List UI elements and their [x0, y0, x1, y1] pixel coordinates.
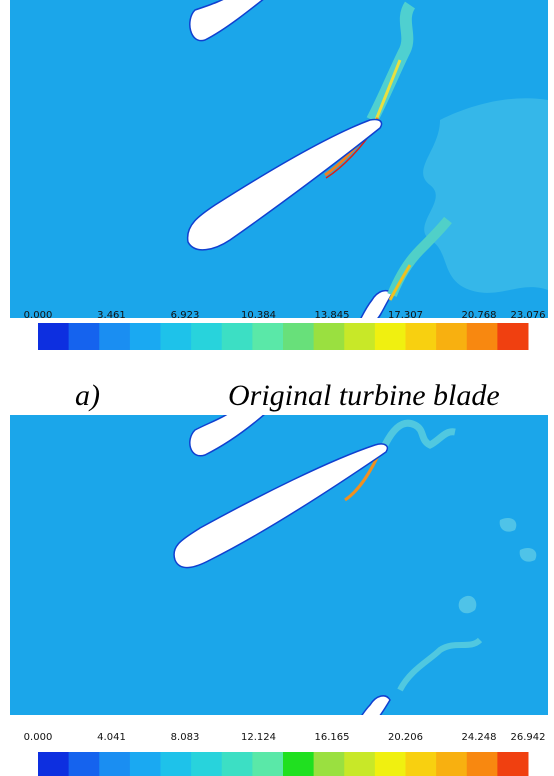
- colorbar-tick-label: 23.076: [511, 310, 546, 321]
- colorbar-swatch: [436, 752, 467, 776]
- colorbar-swatch: [191, 752, 222, 776]
- colorbar-tick-label: 16.165: [314, 732, 349, 743]
- colorbar-tick-label: 0.000: [24, 310, 53, 321]
- colorbar-swatch: [69, 752, 100, 776]
- colorbar-tick-label: 4.041: [97, 732, 126, 743]
- colorbar-swatch: [467, 323, 498, 350]
- colorbar-tick-label: 0.000: [24, 732, 53, 743]
- colorbar-tick-label: 24.248: [462, 732, 497, 743]
- page: a) Original turbine blade 0.000 3.461 6.92…: [0, 0, 554, 776]
- colorbar-swatch: [436, 323, 467, 350]
- colorbar-swatch: [283, 752, 314, 776]
- colorbar-tick-label: 10.384: [241, 310, 276, 321]
- colorbar-swatch: [161, 752, 192, 776]
- colorbar-swatch: [222, 752, 253, 776]
- colorbar-swatch: [497, 323, 528, 350]
- flow-field-a: [10, 0, 548, 320]
- colorbar-swatch: [252, 323, 283, 350]
- colorbar-swatch: [314, 752, 345, 776]
- colorbar-swatch: [344, 752, 375, 776]
- colorbar-tick-label: 20.768: [461, 310, 496, 321]
- panel-caption: Original turbine blade: [228, 379, 500, 412]
- colorbar-swatch: [252, 752, 283, 776]
- colorbar-tick-label: 8.083: [171, 732, 200, 743]
- panel-label: a): [75, 379, 100, 412]
- colorbar-tick-label: 13.845: [314, 310, 349, 321]
- colorbar-swatch: [130, 752, 161, 776]
- colorbar-swatch: [99, 323, 130, 350]
- colorbar-swatch: [406, 752, 437, 776]
- colorbar-swatch: [344, 323, 375, 350]
- colorbar-tick-label: 20.206: [388, 732, 423, 743]
- colorbar-swatch: [467, 752, 498, 776]
- colorbar-swatch: [222, 323, 253, 350]
- colorbar-swatch: [69, 323, 100, 350]
- colorbar-tick-label: 6.923: [171, 310, 200, 321]
- colorbar-swatch: [497, 752, 528, 776]
- colorbar-swatch: [314, 323, 345, 350]
- colorbar-swatch: [283, 323, 314, 350]
- colorbar-tick-label: 12.124: [241, 732, 276, 743]
- colorbar-swatch: [99, 752, 130, 776]
- colorbar-swatch: [406, 323, 437, 350]
- colorbar-tick-label: 26.942: [511, 732, 546, 743]
- colorbar-swatch: [130, 323, 161, 350]
- colorbar-swatch: [161, 323, 192, 350]
- colorbar-tick-label: 3.461: [97, 310, 126, 321]
- colorbar-swatch: [375, 323, 406, 350]
- colorbar-tick-label: 17.307: [388, 310, 423, 321]
- figure: a) Original turbine blade 0.000 3.461 6.92…: [0, 0, 554, 776]
- colorbar-swatch: [38, 752, 69, 776]
- colorbar-swatch: [191, 323, 222, 350]
- colorbar-swatch: [38, 323, 69, 350]
- flow-field-b: [10, 405, 548, 718]
- colorbar-swatch: [375, 752, 406, 776]
